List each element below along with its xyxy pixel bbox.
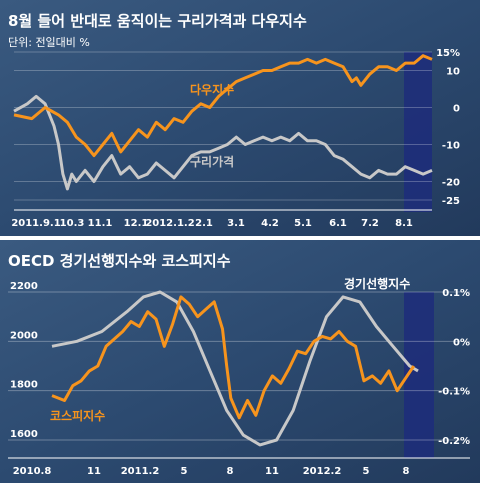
x-tick-label: 7.2 — [361, 218, 379, 229]
y-left-tick-label: 1600 — [10, 429, 38, 440]
x-tick-label: 2011.9.1 — [11, 218, 60, 229]
x-tick-label: 5 — [363, 466, 370, 477]
x-tick-label: 2012.2 — [303, 466, 342, 477]
x-tick-label: 11 — [87, 466, 101, 477]
x-tick-label: 2011.2 — [121, 466, 160, 477]
series-line-copper — [13, 94, 433, 191]
x-tick-label: 6.1 — [329, 218, 347, 229]
legend-label-oecd: 경기선행지수 — [344, 276, 410, 291]
y-left-tick-label: 2000 — [10, 330, 38, 341]
x-tick-label: 2010.8 — [13, 466, 52, 477]
chart-background — [0, 240, 480, 483]
x-tick-label: 3.1 — [227, 218, 245, 229]
y-right-tick-label: -0.1% — [438, 387, 470, 398]
x-tick-label: 12.1 — [124, 218, 149, 229]
highlight-band — [404, 52, 432, 212]
x-tick-label: 10.3 — [60, 218, 85, 229]
x-tick-label: 11.1 — [88, 218, 113, 229]
x-tick-label: 11 — [265, 466, 279, 477]
x-tick-label: 2012.1.2 — [145, 218, 194, 229]
x-tick-label: 5 — [181, 466, 188, 477]
series-line-kospi — [51, 295, 416, 420]
y-right-tick-label: -0.2% — [438, 436, 470, 447]
series-line-dow — [13, 54, 433, 158]
y-tick-label: -10 — [442, 141, 460, 152]
chart-panel-oecd-kospi: 2010.8 11 2011.2 5 8 11 2012.2 5 8 2200 2000 1800 1… — [0, 240, 480, 483]
y-right-tick-label: 0% — [453, 337, 470, 348]
series-line-oecd — [51, 290, 419, 447]
chart-title: OECD 경기선행지수와 코스피지수 — [8, 252, 231, 270]
chart-oecd-kospi: 2010.8 11 2011.2 5 8 11 2012.2 5 8 2200 2000 1800 1… — [0, 240, 480, 483]
x-tick-label: 8 — [227, 466, 234, 477]
x-tick-label: 4.2 — [261, 218, 279, 229]
legend-label-dow: 다우지수 — [190, 82, 234, 97]
y-right-tick-label: 0.1% — [442, 288, 470, 299]
y-left-tick-label: 2200 — [10, 281, 38, 292]
y-tick-label: 0 — [453, 104, 460, 115]
chart-title: 8월 들어 반대로 움직이는 구리가격과 다우지수 — [8, 12, 307, 30]
x-tick-label: 8.1 — [395, 218, 413, 229]
x-tick-label: 5.1 — [294, 218, 312, 229]
x-tick-label: 8 — [403, 466, 410, 477]
x-tick-label: 2.1 — [195, 218, 213, 229]
y-tick-label: 15% — [436, 48, 460, 59]
chart-subtitle: 단위: 전일대비 % — [8, 35, 90, 49]
y-tick-label: 10 — [446, 67, 460, 78]
legend-label-kospi: 코스피지수 — [50, 408, 105, 423]
y-tick-label: -20 — [442, 178, 460, 189]
y-left-tick-label: 1800 — [10, 380, 38, 391]
legend-label-copper: 구리가격 — [190, 154, 234, 169]
chart-background — [0, 0, 480, 236]
chart-panel-dow-copper: 2011.9.1 10.3 11.1 12.1 2012.1.2 2.1 3.1 4.2 5.1… — [0, 0, 480, 236]
y-tick-label: -25 — [442, 196, 460, 207]
